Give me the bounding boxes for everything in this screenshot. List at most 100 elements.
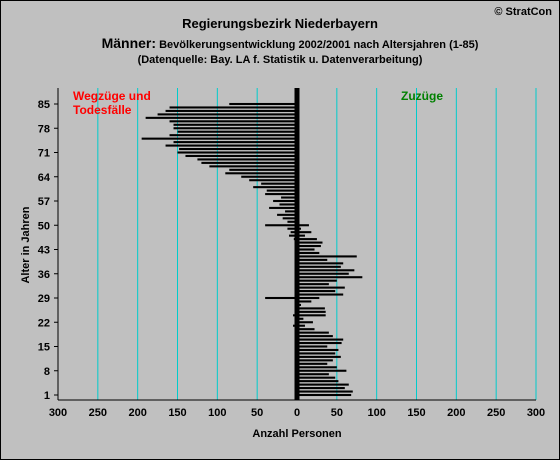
bar xyxy=(287,227,297,230)
bar xyxy=(157,113,297,116)
y-axis-label: Alter in Jahren xyxy=(20,206,32,283)
bar xyxy=(297,238,317,241)
x-tick-label: 250 xyxy=(89,407,107,419)
bar xyxy=(297,341,342,345)
bar xyxy=(297,241,323,244)
y-tick-label: 57 xyxy=(38,196,50,208)
zero-axis-line xyxy=(294,88,300,400)
bar xyxy=(261,182,297,185)
bar xyxy=(169,134,297,137)
bar xyxy=(281,196,297,199)
bar xyxy=(173,141,297,144)
bar xyxy=(297,307,325,310)
bar xyxy=(297,293,344,296)
bar xyxy=(273,199,297,203)
bar xyxy=(241,175,297,178)
bar xyxy=(285,210,297,213)
annotation-wegzuege: Todesfälle xyxy=(73,103,132,117)
y-tick-label: 8 xyxy=(44,366,50,378)
x-axis-label: Anzahl Personen xyxy=(252,428,342,440)
bar xyxy=(297,345,328,348)
bar xyxy=(297,296,320,300)
bar xyxy=(297,387,345,390)
subtitle-rest: Bevölkerungsentwicklung 2002/2001 nach A… xyxy=(156,39,479,51)
bar xyxy=(297,352,336,355)
bar xyxy=(297,359,333,362)
bar xyxy=(297,251,320,255)
y-tick-label: 78 xyxy=(38,123,50,135)
bar xyxy=(297,255,357,258)
bar xyxy=(297,244,321,248)
bar xyxy=(297,393,352,397)
bar xyxy=(265,296,297,300)
x-tick-label: 300 xyxy=(49,407,67,419)
bar xyxy=(297,362,328,365)
chart-subtitle: Männer: Bevölkerungsentwicklung 2002/200… xyxy=(0,35,560,51)
x-tick-label: 50 xyxy=(251,407,263,419)
bar xyxy=(169,120,297,123)
bar xyxy=(279,203,297,206)
annotation-wegzuege: Wegzüge und xyxy=(73,89,151,103)
bar xyxy=(287,220,297,223)
bar xyxy=(297,300,312,303)
bar xyxy=(297,373,329,376)
bar xyxy=(297,283,329,286)
bar xyxy=(297,317,304,320)
bar xyxy=(297,383,349,386)
bar xyxy=(297,335,333,338)
x-tick-label: 100 xyxy=(208,407,226,419)
subtitle-lead: Männer: xyxy=(101,35,157,51)
x-tick-label: 150 xyxy=(407,407,425,419)
bar xyxy=(297,369,347,372)
bar xyxy=(265,224,297,227)
bar xyxy=(249,179,297,182)
bar xyxy=(265,193,297,196)
bar xyxy=(297,224,309,227)
bar xyxy=(177,151,297,154)
bar xyxy=(229,102,297,106)
bar xyxy=(297,348,339,352)
bar xyxy=(297,290,336,293)
bar xyxy=(197,158,297,161)
y-tick-label: 71 xyxy=(38,148,50,160)
y-tick-label: 85 xyxy=(38,99,50,111)
y-tick-label: 1 xyxy=(44,390,50,402)
chart-title: Regierungsbezirk Niederbayern xyxy=(182,16,378,31)
bar xyxy=(225,172,297,175)
bar xyxy=(297,328,315,331)
bar xyxy=(185,154,297,158)
y-tick-label: 15 xyxy=(38,342,50,354)
x-tick-label: 100 xyxy=(367,407,385,419)
bar xyxy=(297,338,344,341)
bar xyxy=(177,130,297,133)
x-tick-label: 200 xyxy=(128,407,146,419)
bar xyxy=(266,189,297,192)
bar xyxy=(145,116,297,119)
x-tick-label: 200 xyxy=(447,407,465,419)
bar xyxy=(229,168,297,171)
bar xyxy=(297,324,305,327)
bar xyxy=(169,106,297,109)
chart-source: (Datenquelle: Bay. LA f. Statistik u. Da… xyxy=(137,54,423,66)
bar xyxy=(297,380,339,383)
bar xyxy=(297,390,353,393)
bar xyxy=(297,262,344,265)
x-tick-label: 0 xyxy=(294,407,300,419)
y-tick-label: 22 xyxy=(38,317,50,329)
bar xyxy=(297,276,363,279)
bar xyxy=(253,186,297,189)
y-tick-label: 43 xyxy=(38,245,50,257)
y-tick-label: 50 xyxy=(38,220,50,232)
x-tick-label: 150 xyxy=(168,407,186,419)
bar xyxy=(297,234,305,237)
y-tick-label: 29 xyxy=(38,293,50,305)
bar xyxy=(269,206,297,209)
bar xyxy=(165,144,297,147)
bar xyxy=(297,321,313,324)
copyright-text: © StratCon xyxy=(494,6,552,18)
x-tick-label: 300 xyxy=(527,407,545,419)
annotation-zuzuege: Zuzüge xyxy=(401,89,443,103)
bar xyxy=(141,137,297,140)
bar xyxy=(297,231,312,234)
bar xyxy=(297,248,315,251)
